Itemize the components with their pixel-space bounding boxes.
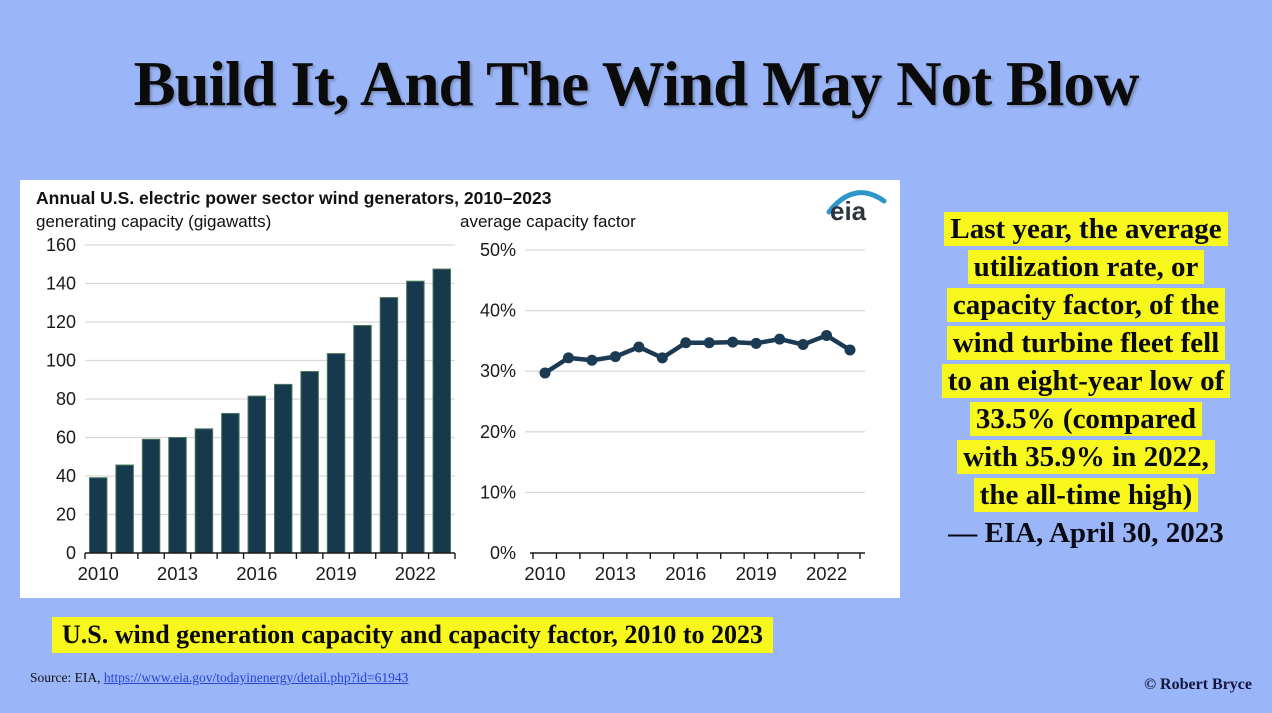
svg-text:60: 60 bbox=[56, 428, 76, 448]
quote-line: utilization rate, or bbox=[903, 248, 1269, 286]
page-title: Build It, And The Wind May Not Blow bbox=[133, 49, 1140, 119]
quote-line: the all-time high) bbox=[903, 476, 1269, 514]
chart-header: Annual U.S. electric power sector wind g… bbox=[36, 188, 552, 208]
line-chart-axis-title: average capacity factor bbox=[460, 212, 636, 231]
svg-text:120: 120 bbox=[46, 312, 76, 332]
svg-text:2019: 2019 bbox=[736, 563, 777, 584]
svg-text:40: 40 bbox=[56, 466, 76, 486]
quote-attribution: — EIA, April 30, 2023 bbox=[948, 517, 1224, 549]
bar-chart-axis-title: generating capacity (gigawatts) bbox=[36, 212, 272, 231]
eia-logo-text: eia bbox=[830, 196, 867, 226]
svg-text:2013: 2013 bbox=[157, 563, 198, 584]
svg-text:20%: 20% bbox=[480, 422, 516, 442]
copyright-notice: © Robert Bryce bbox=[1144, 676, 1252, 693]
svg-text:0: 0 bbox=[66, 543, 76, 563]
svg-text:20: 20 bbox=[56, 505, 76, 525]
eia-chart-panel: Annual U.S. electric power sector wind g… bbox=[20, 180, 900, 598]
svg-text:0%: 0% bbox=[490, 543, 516, 563]
quote-line: wind turbine fleet fell bbox=[903, 324, 1269, 362]
chart-caption: U.S. wind generation capacity and capaci… bbox=[52, 617, 774, 653]
chart-caption-text: U.S. wind generation capacity and capaci… bbox=[52, 617, 774, 653]
svg-text:160: 160 bbox=[46, 235, 76, 255]
source-prefix: Source: EIA, bbox=[30, 670, 104, 685]
capacity-bar-chart: 0 20 40 60 80 100 120 140 160 2010 2013 2016 2019 202… bbox=[46, 235, 456, 584]
quote-line: capacity factor, of the bbox=[903, 286, 1269, 324]
quote-line: 33.5% (compared bbox=[903, 400, 1269, 438]
svg-text:2010: 2010 bbox=[78, 563, 119, 584]
source-link[interactable]: https://www.eia.gov/todayinenergy/detail… bbox=[103, 670, 409, 685]
svg-text:2016: 2016 bbox=[665, 563, 706, 584]
quote-line: Last year, the average bbox=[903, 210, 1269, 248]
svg-text:2022: 2022 bbox=[806, 563, 847, 584]
svg-text:100: 100 bbox=[46, 351, 76, 371]
svg-text:2019: 2019 bbox=[315, 563, 356, 584]
quote-block: Last year, the average utilization rate, … bbox=[903, 210, 1269, 552]
svg-text:140: 140 bbox=[46, 274, 76, 294]
svg-text:10%: 10% bbox=[480, 482, 516, 502]
source-line: Source: EIA, https://www.eia.gov/todayin… bbox=[30, 670, 408, 686]
svg-text:80: 80 bbox=[56, 389, 76, 409]
svg-text:2022: 2022 bbox=[395, 563, 436, 584]
svg-text:40%: 40% bbox=[480, 301, 516, 321]
svg-text:50%: 50% bbox=[480, 240, 516, 260]
eia-logo-swoosh-icon bbox=[826, 190, 887, 215]
svg-text:2013: 2013 bbox=[595, 563, 636, 584]
capacity-factor-line-chart: 0% 10% 20% 30% 40% 50% 2010 2013 2016 2019 2022 bbox=[480, 240, 865, 584]
quote-line: with 35.9% in 2022, bbox=[903, 438, 1269, 476]
svg-text:2010: 2010 bbox=[524, 563, 565, 584]
svg-text:2016: 2016 bbox=[236, 563, 277, 584]
svg-text:30%: 30% bbox=[480, 361, 516, 381]
eia-logo: eia bbox=[824, 184, 888, 228]
quote-line: to an eight-year low of bbox=[903, 362, 1269, 400]
